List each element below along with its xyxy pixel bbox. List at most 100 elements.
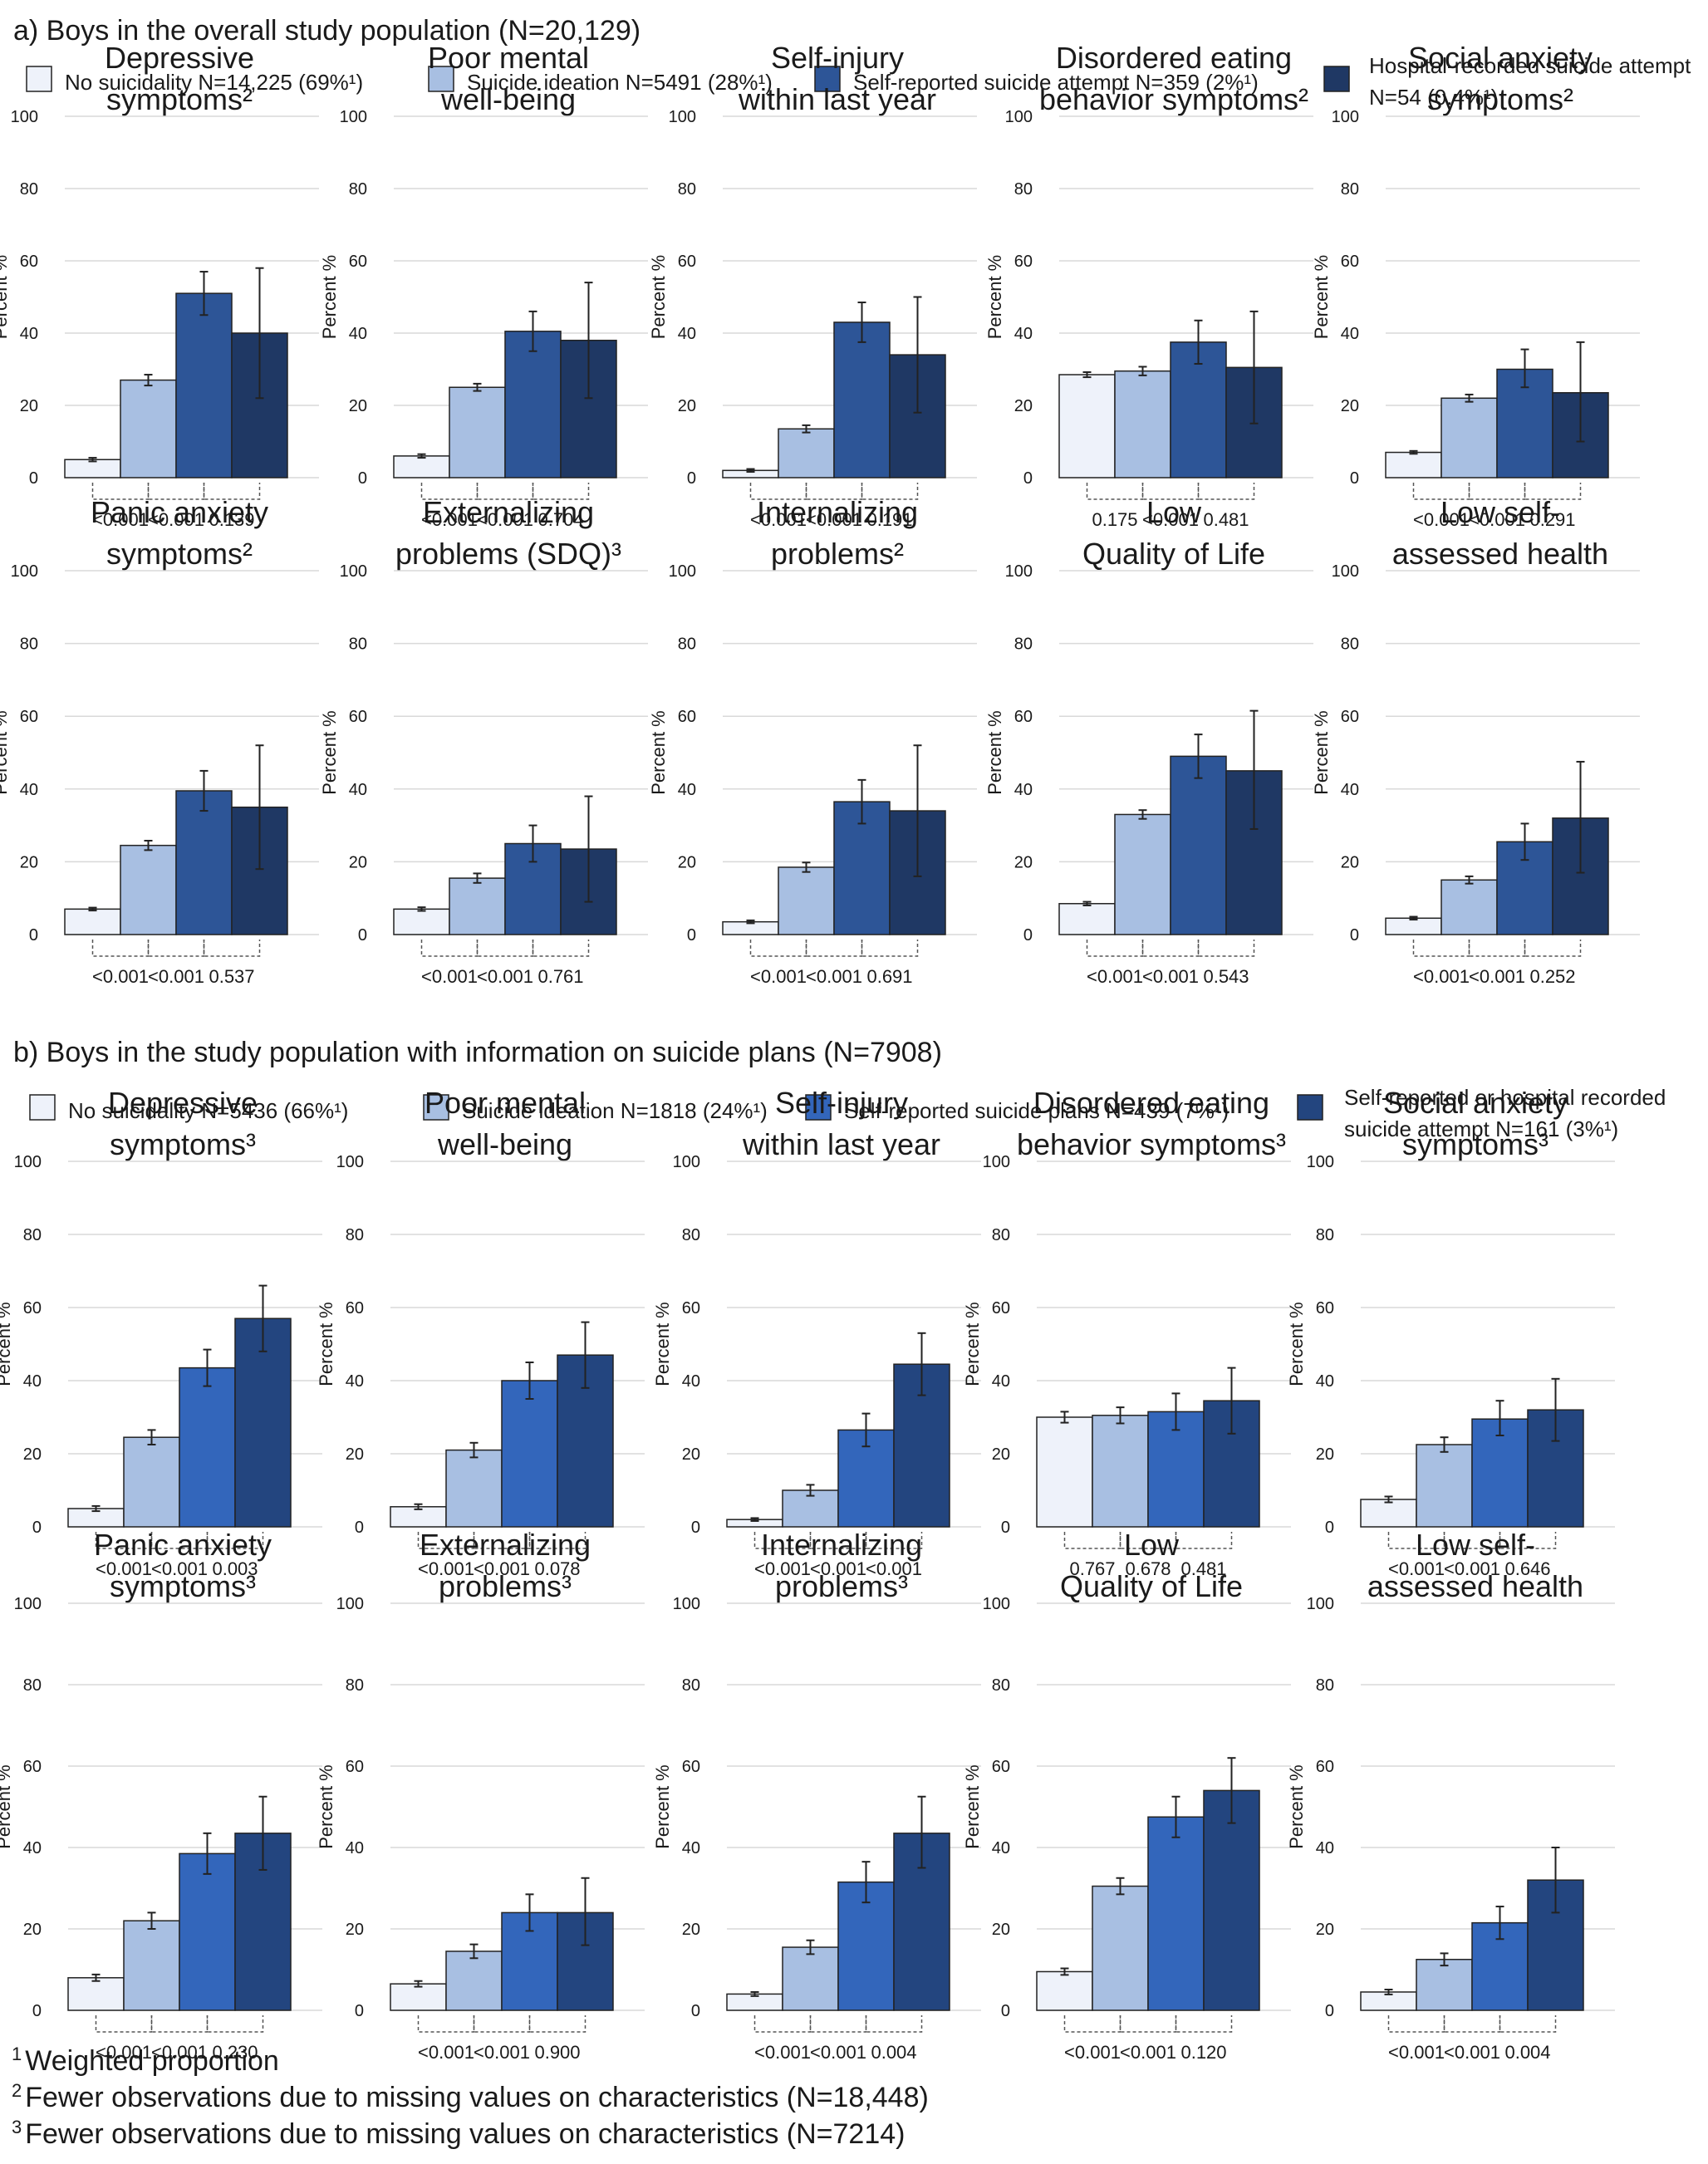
y-tick-label: 60 xyxy=(20,253,38,271)
footnote: 1 Weighted proportion xyxy=(12,2044,279,2077)
p-value-label: 0.004 xyxy=(871,2042,916,2063)
y-tick-label: 40 xyxy=(349,781,367,799)
comparison-bracket xyxy=(1524,483,1582,500)
bar xyxy=(1092,1885,1149,2011)
chart-title: assessed health xyxy=(1367,1569,1583,1603)
comparison-bracket xyxy=(206,1532,264,1549)
p-value-label: <0.001 xyxy=(477,966,533,987)
legend-swatch xyxy=(26,66,52,92)
y-tick-label: 40 xyxy=(1341,325,1359,343)
y-tick-label: 40 xyxy=(678,325,696,343)
y-tick-label: 0 xyxy=(355,2002,364,2020)
legend-label: Hospital-recorded suicide attempt N=54 (0… xyxy=(1369,53,1691,110)
error-bar xyxy=(255,267,264,400)
p-value-label: 0.175 xyxy=(1092,509,1137,530)
y-tick-label: 60 xyxy=(1014,708,1033,726)
y-axis-label: Percent % xyxy=(1286,1302,1307,1386)
p-value-label: <0.001 xyxy=(418,1558,474,1579)
error-bar xyxy=(1520,822,1529,861)
chart-title: Internalizing xyxy=(757,495,918,529)
y-axis-label: Percent % xyxy=(1311,255,1332,340)
comparison-bracket xyxy=(473,1532,531,1549)
legend-swatch xyxy=(29,1094,56,1121)
error-bar xyxy=(203,1832,212,1875)
error-bar xyxy=(417,453,426,459)
comparison-bracket xyxy=(1119,1532,1177,1549)
y-tick-label: 100 xyxy=(14,1153,42,1171)
comparison-bracket xyxy=(1086,483,1144,500)
p-value-label: 0.078 xyxy=(534,1558,580,1579)
comparison-bracket xyxy=(1086,940,1144,957)
y-tick-label: 40 xyxy=(23,1839,42,1857)
bar xyxy=(175,790,233,935)
error-bar xyxy=(88,457,97,463)
chart-title: assessed health xyxy=(1392,537,1608,571)
y-tick-label: 0 xyxy=(1001,1519,1010,1537)
error-bar xyxy=(1384,1495,1393,1504)
bar xyxy=(778,866,835,935)
y-tick-label: 80 xyxy=(1341,635,1359,654)
legend-b: No suicidality N=5436 (66%¹) Suicide idea… xyxy=(29,1085,1666,1141)
comparison-bracket xyxy=(91,483,150,500)
y-tick-label: 40 xyxy=(682,1372,700,1391)
error-bar xyxy=(199,769,209,812)
chart-title: symptoms³ xyxy=(1402,1127,1548,1161)
y-tick-label: 100 xyxy=(336,1153,364,1171)
chart-panel-a-4: Disordered eating behavior symptoms² 0 20 40… xyxy=(984,41,1313,530)
y-tick-label: 0 xyxy=(691,1519,700,1537)
p-value-label: <0.001 xyxy=(1388,2042,1445,2063)
bar xyxy=(782,1946,839,2011)
y-tick-label: 20 xyxy=(346,1445,364,1464)
comparison-bracket xyxy=(473,2015,531,2033)
y-tick-label: 100 xyxy=(11,108,38,126)
legend-label: Suicide ideation N=1818 (24%¹) xyxy=(462,1098,768,1123)
chart-panel-a-3: Self-injury within last year 0 20 40 60 80 100 P… xyxy=(648,41,977,530)
p-value-label: <0.001 xyxy=(754,2042,811,2063)
legend-label: Self-reported or hospital recorded suicid… xyxy=(1344,1085,1666,1141)
p-value-label: <0.001 xyxy=(1120,2042,1176,2063)
error-bar xyxy=(1384,1989,1393,1995)
p-value-label: 0.252 xyxy=(1529,966,1575,987)
error-bar xyxy=(417,906,426,912)
comparison-bracket xyxy=(420,483,479,500)
y-tick-label: 60 xyxy=(1341,253,1359,271)
y-axis-label: Percent % xyxy=(0,255,11,340)
bar xyxy=(1058,903,1116,935)
bar xyxy=(390,1983,447,2011)
p-value-label: <0.001 xyxy=(1444,2042,1500,2063)
y-tick-label: 60 xyxy=(678,253,696,271)
legend-label: Suicide ideation N=5491 (28%¹) xyxy=(467,70,773,95)
y-axis-label: Percent % xyxy=(962,1764,983,1849)
y-tick-label: 100 xyxy=(14,1595,42,1613)
y-tick-label: 100 xyxy=(336,1595,364,1613)
y-axis-label: Percent % xyxy=(652,1302,673,1386)
chart-title: Quality of Life xyxy=(1060,1569,1243,1603)
y-tick-label: 40 xyxy=(20,325,38,343)
error-bar xyxy=(584,282,593,400)
error-bar xyxy=(1551,1377,1560,1442)
bar xyxy=(64,908,121,935)
error-bar xyxy=(1409,449,1418,455)
chart-panel-b-9: Low Quality of Life 0 20 40 60 80 100 Percent % <… xyxy=(962,1528,1291,2063)
y-tick-label: 40 xyxy=(346,1372,364,1391)
y-axis-label: Percent % xyxy=(984,710,1005,795)
error-bar xyxy=(1465,393,1474,403)
chart-title: well-being xyxy=(440,82,576,116)
bar xyxy=(123,1436,180,1528)
comparison-bracket xyxy=(1412,483,1470,500)
error-bar xyxy=(199,271,209,317)
y-tick-label: 40 xyxy=(1316,1372,1334,1391)
chart-title: Low self- xyxy=(1441,495,1560,529)
chart-title: behavior symptoms² xyxy=(1039,82,1308,116)
error-bar xyxy=(917,1795,926,1869)
comparison-bracket xyxy=(809,2015,867,2033)
error-bar xyxy=(255,744,264,871)
p-value-label: <0.001 xyxy=(1413,509,1470,530)
chart-title: problems (SDQ)³ xyxy=(395,537,621,571)
bar xyxy=(1058,374,1116,478)
chart-title: symptoms² xyxy=(106,537,253,571)
p-value-label: <0.001 xyxy=(421,966,478,987)
comparison-bracket xyxy=(95,2015,153,2033)
p-value-label: 0.691 xyxy=(866,966,912,987)
error-bar xyxy=(917,1332,926,1396)
